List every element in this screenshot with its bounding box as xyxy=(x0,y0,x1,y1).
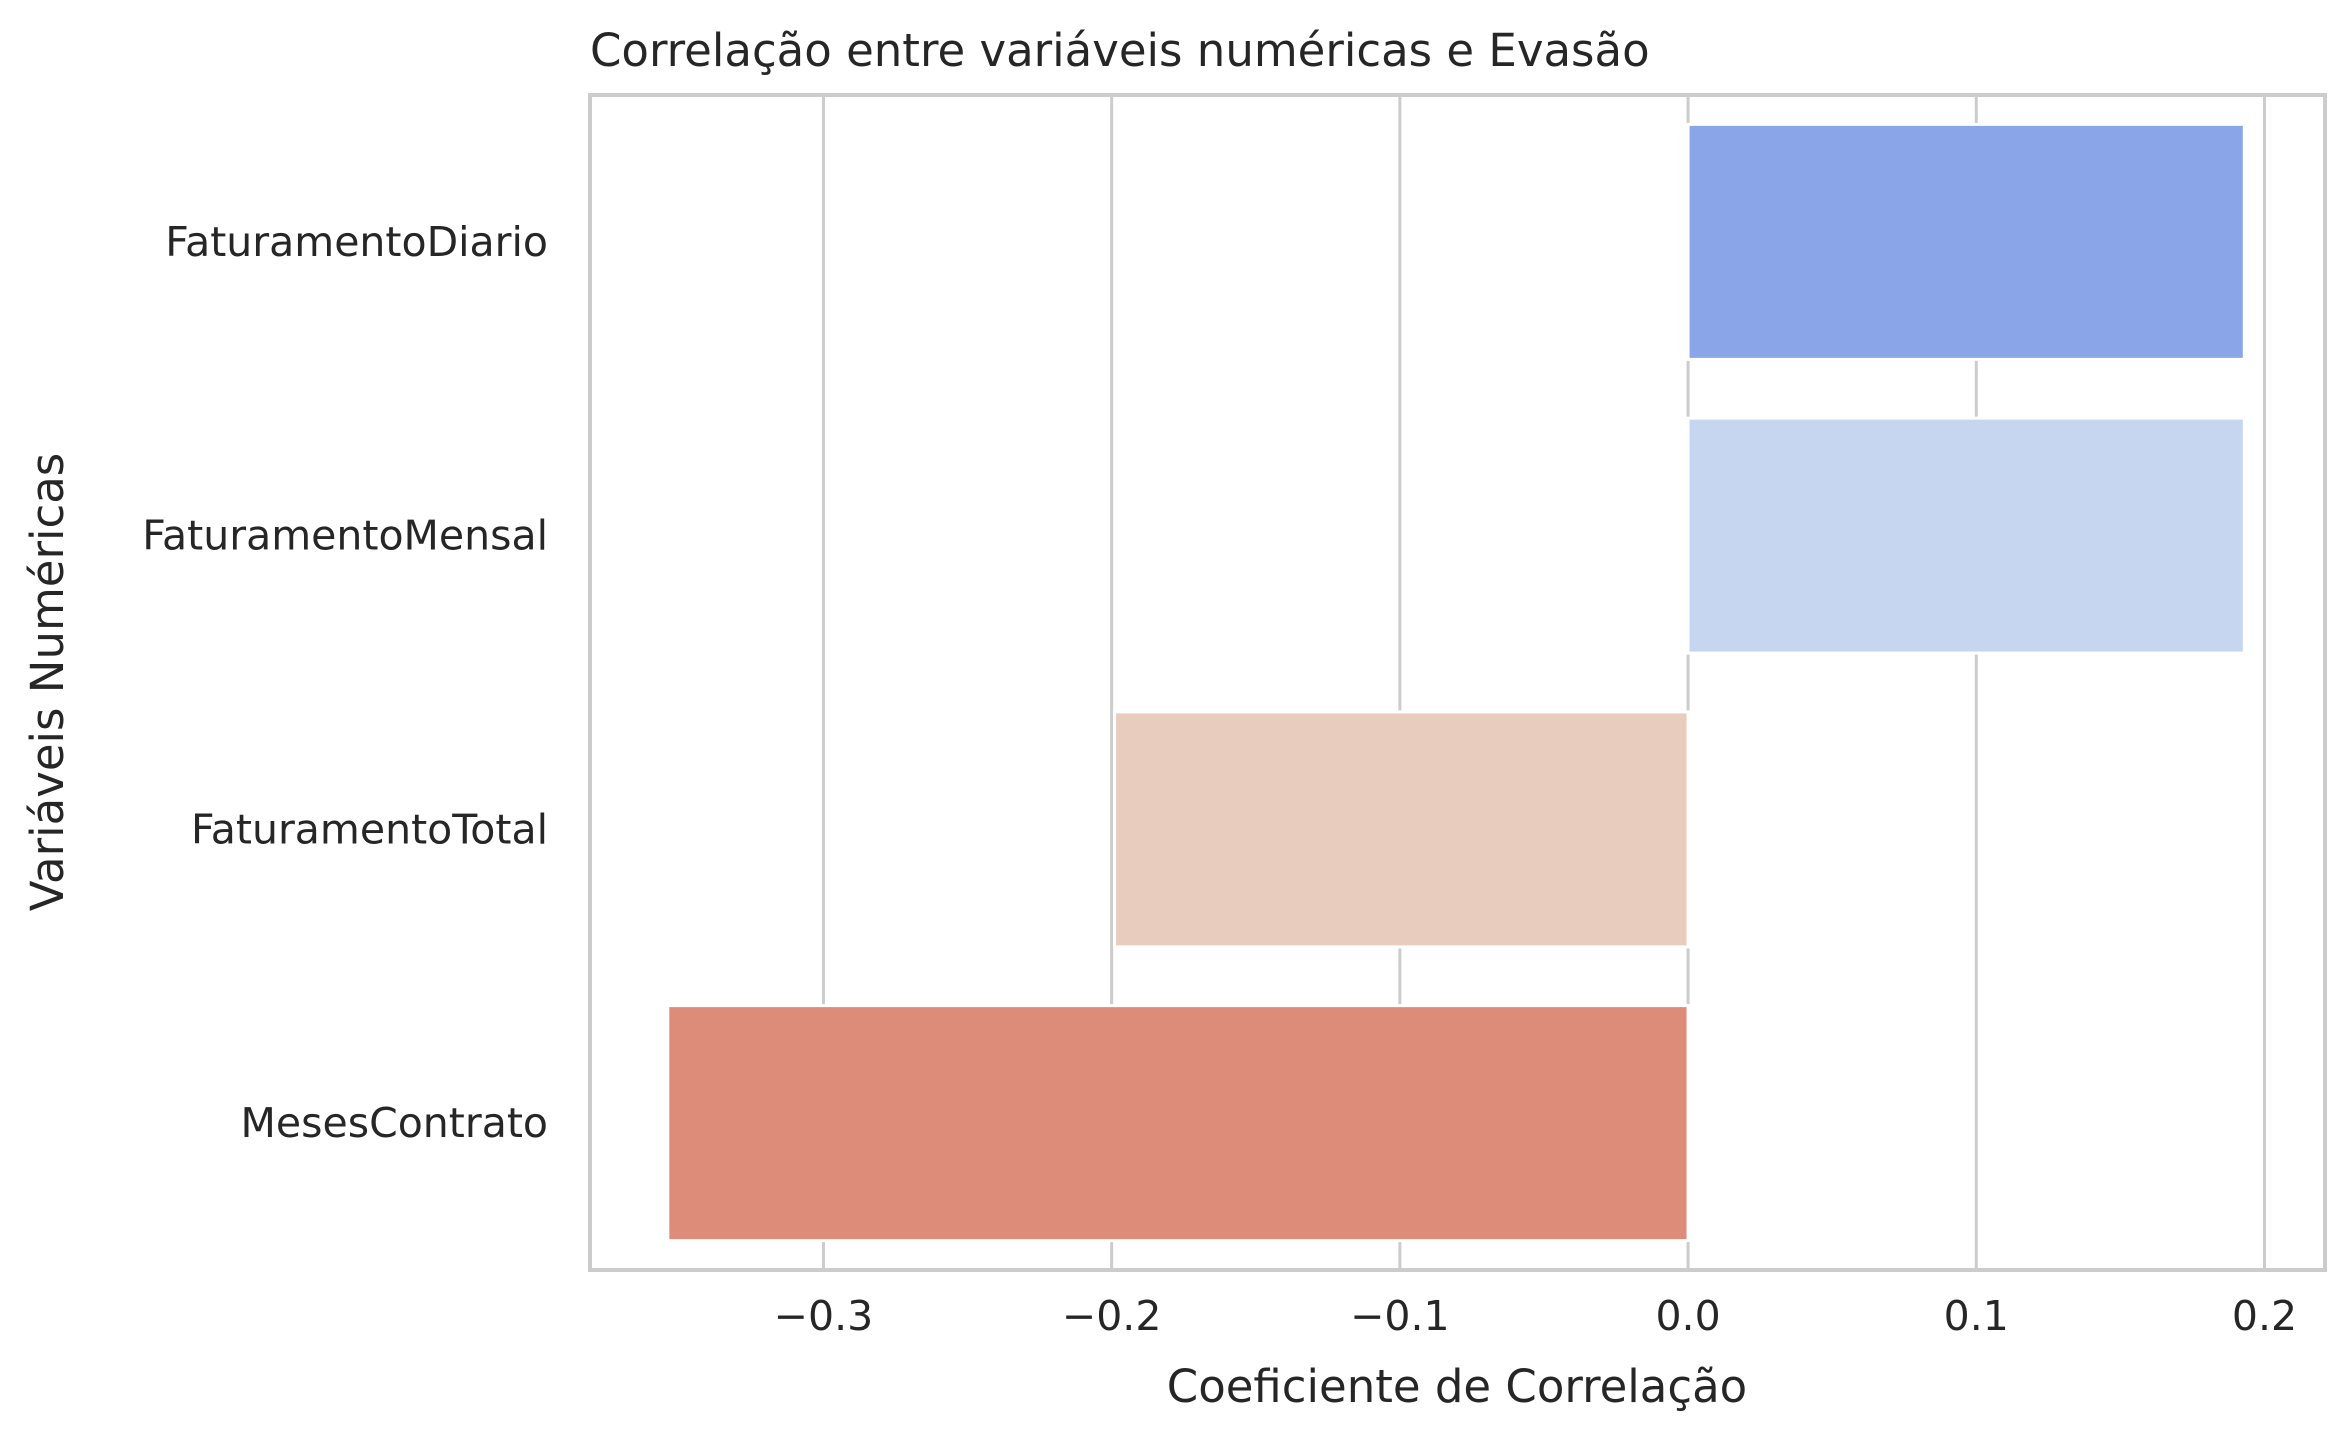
y-category-label: FaturamentoDiario xyxy=(165,218,548,266)
x-tick-label: 0.0 xyxy=(1655,1292,1720,1340)
y-category-label: MesesContrato xyxy=(241,1099,548,1147)
x-tick-label: −0.3 xyxy=(774,1292,874,1340)
bars xyxy=(666,122,2246,1243)
bar-MesesContrato xyxy=(666,1004,1690,1243)
bar-FaturamentoDiario xyxy=(1686,122,2246,361)
x-tick-label: −0.1 xyxy=(1350,1292,1450,1340)
x-tick-label: 0.2 xyxy=(2232,1292,2297,1340)
y-axis-categories: FaturamentoDiario FaturamentoMensal Fatura… xyxy=(142,218,548,1147)
chart-title: Correlação entre variáveis numéricas e E… xyxy=(590,24,1650,77)
x-tick-label: −0.2 xyxy=(1062,1292,1162,1340)
bar-FaturamentoMensal xyxy=(1686,416,2246,655)
y-axis-title: Variáveis Numéricas xyxy=(21,453,74,911)
x-axis-title: Coeficiente de Correlação xyxy=(1167,1360,1747,1413)
y-category-label: FaturamentoTotal xyxy=(191,805,548,853)
bar-FaturamentoTotal xyxy=(1113,710,1690,949)
plot-frame xyxy=(588,93,2327,1272)
x-axis-ticks: −0.3 −0.2 −0.1 0.0 0.1 0.2 xyxy=(774,1292,2297,1340)
x-tick-label: 0.1 xyxy=(1944,1292,2009,1340)
y-category-label: FaturamentoMensal xyxy=(142,512,548,560)
